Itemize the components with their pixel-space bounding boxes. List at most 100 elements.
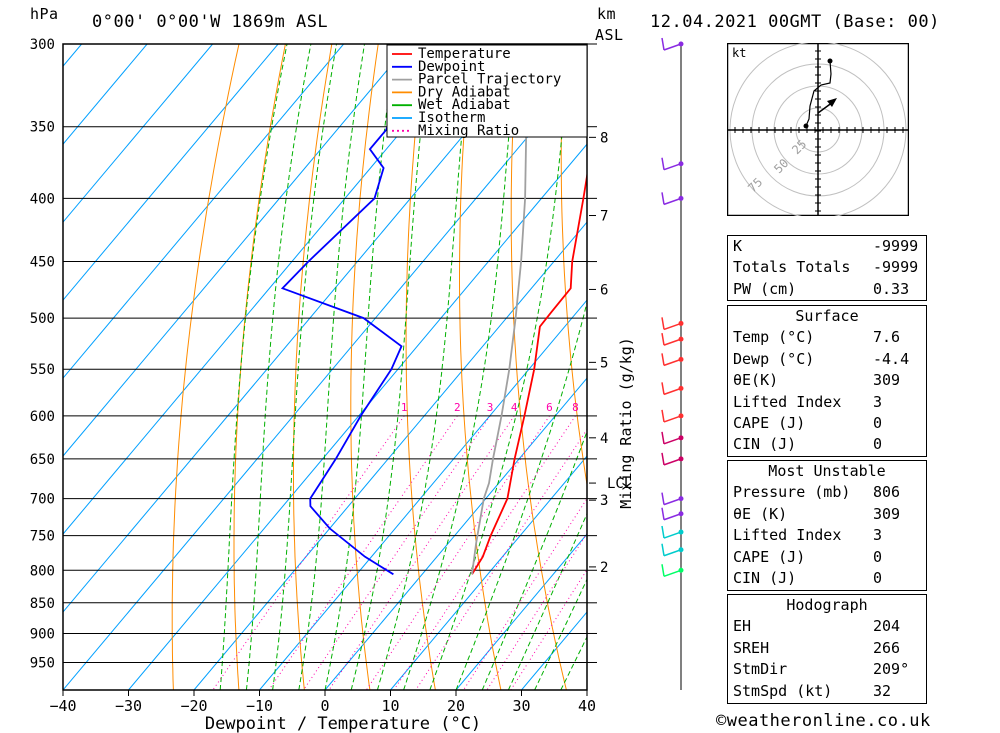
isotherm-line <box>259 299 587 690</box>
copyright-footer[interactable]: ©weatheronline.co.uk <box>716 711 931 731</box>
k-index-value: -9999 <box>873 237 919 255</box>
temperature-profile-line <box>471 170 587 575</box>
isotherm-line <box>63 44 541 613</box>
wind-barb <box>663 458 682 466</box>
totals-totals-label: Totals Totals <box>733 258 851 277</box>
storm-motion-arrowhead <box>827 98 837 107</box>
surface-dewp-value: -4.4 <box>873 349 910 368</box>
mu-pressure-value: 806 <box>873 483 901 502</box>
stmdir-value: 209° <box>873 660 910 679</box>
isotherm-line <box>63 44 214 223</box>
legend-label: Isotherm <box>418 110 485 126</box>
legend-label: Mixing Ratio <box>418 123 519 139</box>
sreh-label: SREH <box>733 638 770 657</box>
isotherm-line <box>128 143 587 690</box>
parcel-trajectory-profile-line <box>471 44 528 575</box>
wet-adiabat-line <box>324 44 397 690</box>
isotherm-line <box>455 533 587 690</box>
wind-barb-flag <box>661 431 665 444</box>
surface-title: Surface <box>795 307 859 325</box>
legend-label: Temperature <box>418 46 511 62</box>
isotherm-line <box>63 44 410 457</box>
wet-adiabat-line <box>429 44 571 690</box>
wind-barb <box>663 163 682 171</box>
isotherm-line <box>63 44 476 535</box>
wet-adiabat-line <box>507 512 587 690</box>
pw-label: PW (cm) <box>733 279 797 298</box>
isotherm-line <box>324 377 587 690</box>
mixing-ratio-axis-label: Mixing Ratio (g/kg) <box>617 337 635 509</box>
legend-label: Dewpoint <box>418 59 485 75</box>
wet-adiabat-line <box>403 44 518 690</box>
surface-li-value: 3 <box>873 392 883 411</box>
wind-barb-flag <box>661 157 665 170</box>
pressure-tick-label: 650 <box>30 452 55 468</box>
km-tick-label: 4 <box>600 431 608 447</box>
mu-cin-value: 0 <box>873 568 883 587</box>
pressure-tick-label: 500 <box>30 311 55 327</box>
wind-barb <box>663 43 682 51</box>
wind-barb-flag <box>661 333 665 346</box>
wind-barb-flag <box>661 317 665 330</box>
wind-barb-flag <box>661 564 665 577</box>
wind-barb <box>663 415 682 423</box>
mu-cin-label: CIN (J) <box>733 568 797 587</box>
wind-barb <box>663 338 682 346</box>
mu-li-label: Lifted Index <box>733 526 842 545</box>
wind-barb <box>663 569 682 577</box>
pressure-tick-label: 850 <box>30 596 55 612</box>
km-tick-label: 6 <box>600 282 608 298</box>
wind-barb <box>663 197 682 206</box>
surface-cape-label: CAPE (J) <box>733 413 806 432</box>
wind-barb <box>663 513 682 521</box>
x-tick-label: 0 <box>320 697 329 715</box>
legend-label: Parcel Trajectory <box>418 72 561 88</box>
mixing-ratio-line <box>365 415 550 690</box>
pressure-tick-label: 600 <box>30 409 55 425</box>
surface-panel: Surface Temp (°C) 7.6 Dewp (°C) -4.4 θE(K)… <box>727 305 927 457</box>
legend-box <box>386 44 588 138</box>
wind-barb <box>663 387 682 396</box>
x-tick-label: 40 <box>578 697 596 715</box>
dewpoint-profile-line <box>280 44 422 576</box>
datetime-title: 12.04.2021 00GMT (Base: 00) <box>650 12 940 32</box>
surface-temp-value: 7.6 <box>873 328 901 347</box>
dry-adiabat-line <box>405 44 436 690</box>
isotherm-line <box>63 44 148 145</box>
pressure-tick-label: 950 <box>30 655 55 671</box>
mixing-ratio-line <box>510 568 587 690</box>
wind-barb-flag <box>661 353 665 366</box>
isotherm-line <box>63 44 345 379</box>
dry-adiabat-line <box>703 44 720 690</box>
x-axis-label: Dewpoint / Temperature (°C) <box>205 714 481 733</box>
pw-value: 0.33 <box>873 279 910 298</box>
stmdir-label: StmDir <box>733 660 788 679</box>
hodograph-stats-title: Hodograph <box>786 596 868 614</box>
km-tick-label: 5 <box>600 355 608 371</box>
mu-cape-label: CAPE (J) <box>733 547 806 566</box>
mixing-ratio-line <box>415 428 587 690</box>
x-tick-label: −30 <box>115 697 142 715</box>
hpa-unit-label: hPa <box>30 5 59 23</box>
mixing-ratio-line <box>328 415 515 690</box>
wet-adiabat-line <box>245 44 312 690</box>
pressure-tick-label: 550 <box>30 362 55 378</box>
wet-adiabat-line <box>376 44 472 690</box>
mixing-ratio-line <box>393 415 576 690</box>
wet-adiabat-line <box>272 44 337 690</box>
wind-barb <box>663 531 682 539</box>
wet-adiabat-line <box>350 44 432 690</box>
hodograph-start-dot <box>803 123 809 129</box>
wind-barb-flag <box>661 543 665 556</box>
pressure-tick-label: 300 <box>30 37 55 53</box>
mixing-ratio-value-label: 2 <box>454 401 461 414</box>
x-tick-label: −20 <box>180 697 207 715</box>
km-unit-label: km <box>597 5 617 23</box>
location-title: 0°00' 0°00'W 1869m ASL <box>92 12 329 32</box>
wind-barb <box>663 358 682 367</box>
isotherm-line <box>63 65 587 690</box>
mixing-ratio-value-label: 16 <box>634 401 647 414</box>
hodograph-end-dot <box>827 58 833 64</box>
surface-theta-value: 309 <box>873 371 901 390</box>
